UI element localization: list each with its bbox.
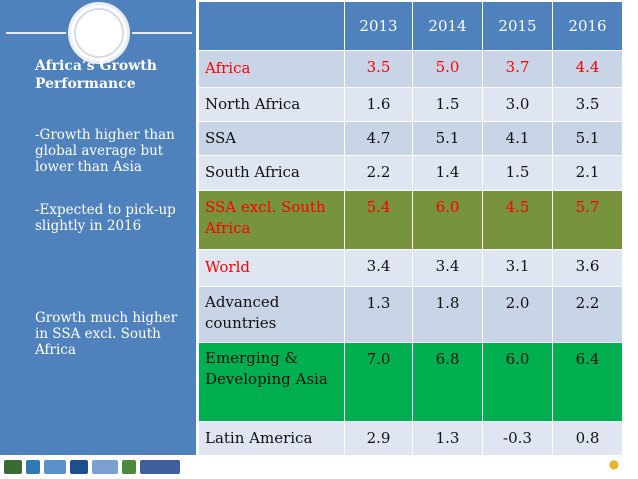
cell-value: 1.6 <box>344 87 413 122</box>
partner-logo-icon <box>122 460 136 474</box>
row-label: Emerging & Developing Asia <box>198 342 345 422</box>
row-label: Africa <box>198 50 345 88</box>
partner-logo-icon <box>140 460 180 474</box>
cell-value: 1.5 <box>482 155 553 191</box>
cell-value: 2.2 <box>552 286 623 343</box>
table-row: SSA excl. South Africa 5.4 6.0 4.5 5.7 <box>198 190 623 250</box>
sidebar-point-3: Growth much higher in SSA excl. South Af… <box>35 310 178 358</box>
sidebar-point-2: -Expected to pick-up slightly in 2016 <box>35 202 176 234</box>
cell-value: 6.4 <box>552 342 623 422</box>
cell-value: 0.8 <box>552 421 623 456</box>
sidebar-panel: Africa’s Growth Performance -Growth high… <box>0 0 196 479</box>
partner-logo-icon <box>4 460 22 474</box>
table-row: South Africa 2.2 1.4 1.5 2.1 <box>198 155 623 191</box>
row-label: World <box>198 249 345 287</box>
cell-value: 4.1 <box>482 121 553 156</box>
cell-value: 5.0 <box>412 50 483 88</box>
cell-value: 3.1 <box>482 249 553 287</box>
row-label: South Africa <box>198 155 345 191</box>
cell-value: 1.8 <box>412 286 483 343</box>
circle-ornament-inner <box>74 8 124 58</box>
cell-value: 5.4 <box>344 190 413 250</box>
sidebar-point-1: -Growth higher than global average but l… <box>35 127 175 175</box>
table-header-row: 2013 2014 2015 2016 <box>198 1 623 51</box>
cell-value: 5.1 <box>412 121 483 156</box>
growth-table: 2013 2014 2015 2016 Africa 3.5 5.0 3.7 4… <box>198 1 623 456</box>
decor-line-left <box>6 32 66 34</box>
cell-value: 6.0 <box>412 190 483 250</box>
table-row: SSA 4.7 5.1 4.1 5.1 <box>198 121 623 156</box>
year-header: 2015 <box>482 1 553 51</box>
cell-value: 5.7 <box>552 190 623 250</box>
cell-value: 6.0 <box>482 342 553 422</box>
cell-value: 3.4 <box>344 249 413 287</box>
decor-line-right <box>132 32 192 34</box>
row-label: Advanced countries <box>198 286 345 343</box>
table-row: World 3.4 3.4 3.1 3.6 <box>198 249 623 287</box>
row-label: SSA excl. South Africa <box>198 190 345 250</box>
partner-logo-icon <box>92 460 118 474</box>
row-label: North Africa <box>198 87 345 122</box>
partner-logo-icon <box>70 460 88 474</box>
corner-badge-icon: ● <box>608 457 620 471</box>
cell-value: 2.9 <box>344 421 413 456</box>
row-label: SSA <box>198 121 345 156</box>
cell-value: 4.5 <box>482 190 553 250</box>
cell-value: 2.2 <box>344 155 413 191</box>
cell-value: 1.3 <box>344 286 413 343</box>
cell-value: 1.3 <box>412 421 483 456</box>
table-row: North Africa 1.6 1.5 3.0 3.5 <box>198 87 623 122</box>
cell-value: 6.8 <box>412 342 483 422</box>
partner-logo-icon <box>44 460 66 474</box>
cell-value: 3.5 <box>344 50 413 88</box>
cell-value: 3.5 <box>552 87 623 122</box>
cell-value: 3.7 <box>482 50 553 88</box>
cell-value: 1.4 <box>412 155 483 191</box>
cell-value: 3.0 <box>482 87 553 122</box>
partner-logo-icon <box>26 460 40 474</box>
table-row: Advanced countries 1.3 1.8 2.0 2.2 <box>198 286 623 343</box>
year-header: 2014 <box>412 1 483 51</box>
sidebar-title: Africa’s Growth Performance <box>35 58 157 92</box>
year-header: 2016 <box>552 1 623 51</box>
circle-ornament-icon <box>68 2 130 64</box>
cell-value: 7.0 <box>344 342 413 422</box>
cell-value: 4.7 <box>344 121 413 156</box>
cell-value: 5.1 <box>552 121 623 156</box>
year-header: 2013 <box>344 1 413 51</box>
table-row: Emerging & Developing Asia 7.0 6.8 6.0 6… <box>198 342 623 422</box>
header-blank-cell <box>198 1 345 51</box>
cell-value: 1.5 <box>412 87 483 122</box>
row-label: Latin America <box>198 421 345 456</box>
cell-value: 3.6 <box>552 249 623 287</box>
cell-value: 2.1 <box>552 155 623 191</box>
cell-value: -0.3 <box>482 421 553 456</box>
cell-value: 4.4 <box>552 50 623 88</box>
table-row: Latin America 2.9 1.3 -0.3 0.8 <box>198 421 623 456</box>
table-row: Africa 3.5 5.0 3.7 4.4 <box>198 50 623 88</box>
cell-value: 3.4 <box>412 249 483 287</box>
cell-value: 2.0 <box>482 286 553 343</box>
partner-logos <box>4 458 194 476</box>
